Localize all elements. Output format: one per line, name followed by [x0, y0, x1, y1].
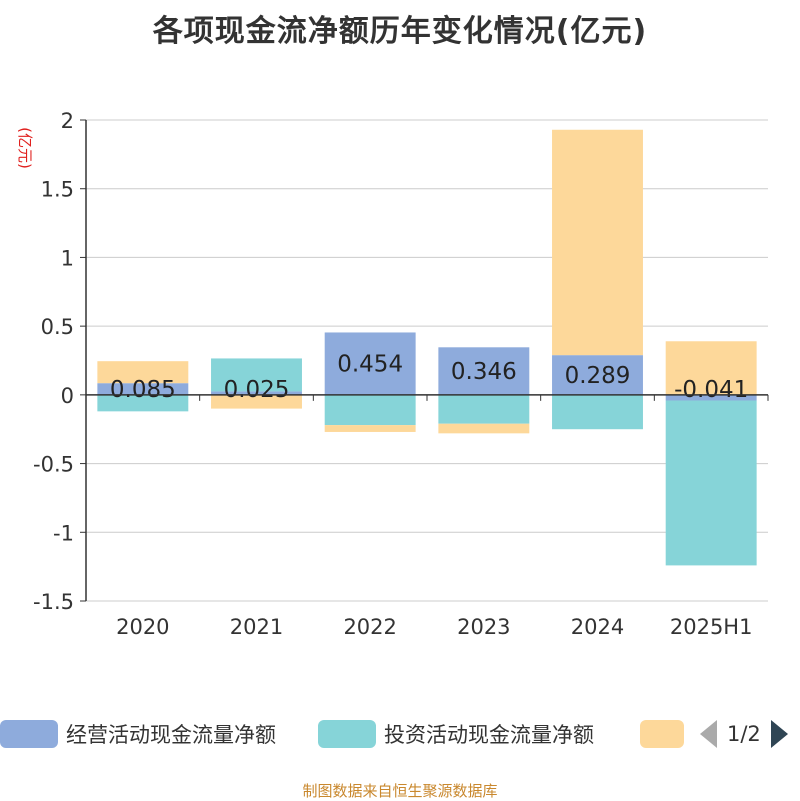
- bar-financing: [665, 341, 757, 395]
- bar-investing: [324, 394, 416, 426]
- bar-financing: [211, 394, 302, 409]
- bar-financing: [438, 423, 530, 434]
- bar-data-label: 0.454: [337, 352, 403, 378]
- legend-label-investing: 投资活动现金流量净额: [384, 723, 594, 747]
- bar-operating: [211, 391, 302, 395]
- cash-flow-chart: 2 1.5 1 0.5 0 -0.5 -1 -1.5 (亿元) 0.085 0.025 0.454 0.…: [16, 109, 769, 639]
- y-tick-label: -0.5: [33, 453, 74, 477]
- x-tick-label: 2021: [230, 615, 283, 639]
- x-tick-label: 2020: [116, 615, 169, 639]
- legend-pager: 1/2: [700, 716, 788, 752]
- y-tick-label: -1: [53, 521, 74, 545]
- legend-item-investing[interactable]: 投资活动现金流量净额: [318, 716, 594, 752]
- legend-label-operating: 经营活动现金流量净额: [66, 723, 276, 747]
- bar-financing: [97, 361, 189, 384]
- legend-item-financing[interactable]: [640, 716, 692, 752]
- bar-financing: [324, 425, 416, 432]
- bar-data-label: 0.346: [451, 359, 517, 385]
- bar-investing: [211, 358, 302, 392]
- y-tick-label: 1.5: [41, 178, 74, 202]
- page-title: 各项现金流净额历年变化情况(亿元): [152, 14, 648, 49]
- legend: 经营活动现金流量净额 投资活动现金流量净额 1/2: [0, 716, 800, 752]
- legend-next-page-icon[interactable]: [770, 720, 788, 748]
- y-tick-label: 1: [61, 246, 74, 270]
- bar-data-label: 0.085: [110, 377, 176, 403]
- y-tick-label: -1.5: [33, 590, 74, 614]
- legend-swatch-financing: [640, 720, 684, 748]
- bar-operating: [438, 347, 530, 395]
- y-tick-label: 0: [61, 384, 74, 408]
- x-tick-label: 2025H1: [670, 615, 753, 639]
- bar-data-label: 0.289: [565, 363, 631, 389]
- y-unit-label: (亿元): [16, 127, 34, 169]
- x-tick-label: 2022: [343, 615, 396, 639]
- y-tick-label: 2: [61, 109, 74, 133]
- legend-swatch-operating: [0, 720, 58, 748]
- bar-operating: [324, 332, 416, 395]
- bar-investing: [665, 400, 757, 566]
- bar-operating: [552, 355, 643, 395]
- bar-operating: [97, 383, 189, 395]
- x-tick-label: 2023: [457, 615, 510, 639]
- bar-operating: [665, 394, 757, 401]
- y-tick-label: 0.5: [41, 315, 74, 339]
- bar-investing: [438, 394, 530, 424]
- bar-investing: [552, 394, 643, 430]
- bar-data-label: 0.025: [224, 377, 290, 403]
- legend-prev-page-icon[interactable]: [700, 720, 717, 748]
- bar-investing: [97, 394, 189, 412]
- source-note: 制图数据来自恒生聚源数据库: [302, 782, 498, 800]
- x-tick-label: 2024: [571, 615, 624, 639]
- legend-swatch-investing: [318, 720, 376, 748]
- bar-financing: [552, 129, 643, 356]
- legend-item-operating[interactable]: 经营活动现金流量净额: [0, 716, 276, 752]
- bar-data-label: -0.041: [674, 377, 748, 403]
- legend-page-indicator: 1/2: [727, 722, 761, 746]
